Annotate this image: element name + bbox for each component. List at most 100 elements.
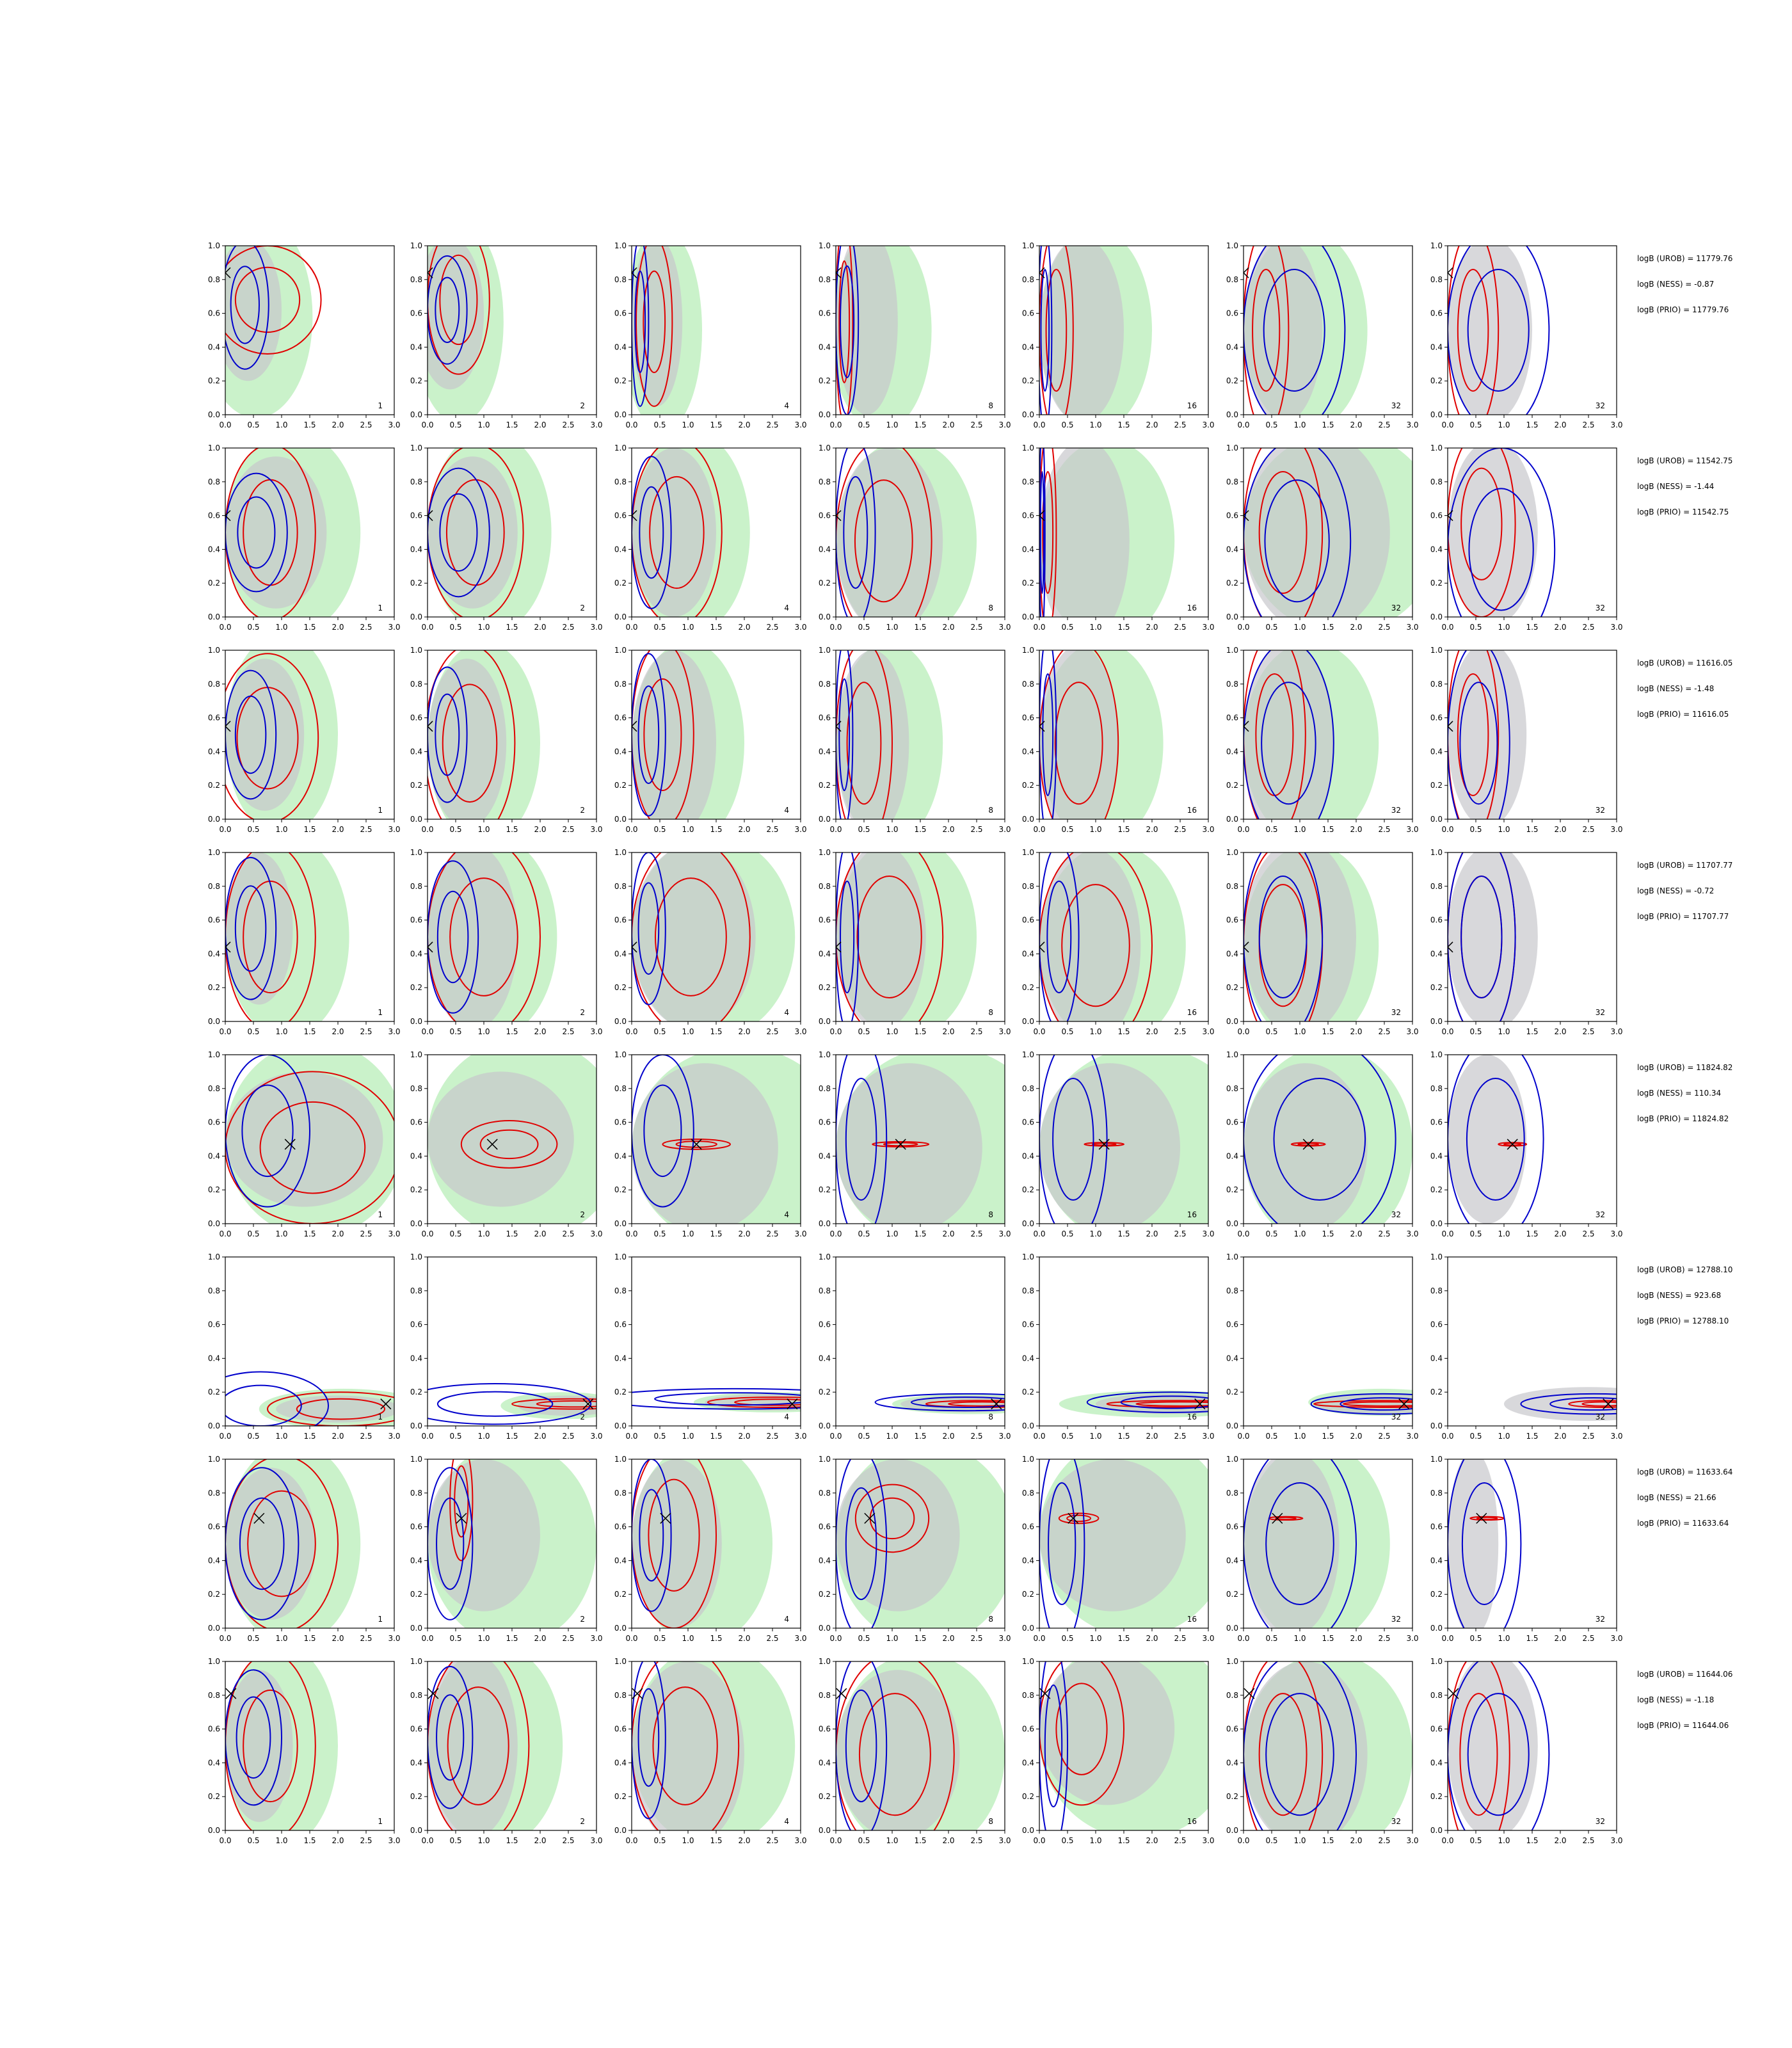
x-tick-label: 2.0 xyxy=(1554,1836,1566,1845)
y-tick-label: 0.6 xyxy=(1022,511,1034,520)
x-tick-label: 1.5 xyxy=(1117,1634,1130,1643)
y-tick-label: 1.0 xyxy=(1226,241,1238,250)
blue-contour-outer xyxy=(632,653,666,817)
y-tick-label: 0.6 xyxy=(410,1320,422,1329)
panel-count-label: 8 xyxy=(988,401,993,410)
blue-contour-inner xyxy=(1467,268,1530,392)
x-tick-label: 1.0 xyxy=(1498,623,1510,632)
red-contour-inner xyxy=(643,678,682,792)
x-tick-label: 1.0 xyxy=(1293,623,1306,632)
true-value-marker xyxy=(1068,1512,1079,1524)
x-tick-label: 2.5 xyxy=(1174,623,1186,632)
x-tick-label: 1.0 xyxy=(886,1229,898,1238)
blue-contour-inner xyxy=(436,1391,554,1417)
true-value-marker xyxy=(632,267,637,278)
red-contour-outer xyxy=(1106,1400,1208,1408)
y-tick-label: 1.0 xyxy=(1022,1050,1034,1059)
y-tick-label: 0.6 xyxy=(1430,511,1443,520)
x-tick-label: 2.0 xyxy=(1350,1432,1362,1441)
y-tick-label: 0.6 xyxy=(1226,714,1238,723)
red-contour-inner xyxy=(846,682,882,805)
x-tick-label: 1.5 xyxy=(1322,623,1334,632)
true-value-marker xyxy=(1039,941,1045,953)
blue-contour-inner xyxy=(910,1396,1005,1408)
x-tick-label: 0.5 xyxy=(1265,1634,1277,1643)
grey-density-outer xyxy=(632,1661,744,1830)
y-tick-label: 0.8 xyxy=(1430,477,1443,486)
blue-contour-outer xyxy=(1244,448,1352,617)
x-tick-label: 0.5 xyxy=(858,623,870,632)
blue-contour-inner xyxy=(840,880,855,994)
blue-contour-inner xyxy=(1461,1482,1507,1606)
x-tick-label: 1.0 xyxy=(886,1836,898,1845)
y-tick-label: 0.6 xyxy=(410,309,422,318)
x-tick-label: 1.0 xyxy=(1293,825,1306,834)
red-contour-inner xyxy=(654,877,727,996)
y-tick-label: 1.0 xyxy=(410,444,422,452)
y-tick-label: 0.2 xyxy=(1022,983,1034,992)
y-tick-label: 0.2 xyxy=(614,1792,627,1801)
x-tick-label: 2.0 xyxy=(1554,825,1566,834)
y-tick-label: 0.8 xyxy=(819,1489,831,1498)
y-tick-label: 1.0 xyxy=(1022,646,1034,655)
x-tick-label: 2.5 xyxy=(360,623,372,632)
y-tick-label: 0.0 xyxy=(1430,1826,1443,1835)
y-tick-label: 0.2 xyxy=(819,1590,831,1599)
red-contour-outer xyxy=(1039,1661,1124,1806)
grey-density-outer xyxy=(1448,1055,1527,1224)
y-tick-label: 0.4 xyxy=(1226,1758,1238,1767)
grey-density-outer xyxy=(1039,1063,1180,1224)
x-tick-label: 0.5 xyxy=(1469,1027,1482,1036)
blue-contour-outer xyxy=(1039,448,1046,617)
x-tick-label: 2.5 xyxy=(766,1027,778,1036)
x-tick-label: 0.0 xyxy=(829,1229,842,1238)
y-tick-label: 0.0 xyxy=(614,1826,627,1835)
y-tick-label: 0.4 xyxy=(410,1556,422,1565)
x-tick-label: 3.0 xyxy=(388,420,400,429)
y-tick-label: 1.0 xyxy=(819,646,831,655)
x-tick-label: 0.5 xyxy=(858,1634,870,1643)
panel-count-label: 32 xyxy=(1391,401,1401,410)
x-tick-label: 2.5 xyxy=(562,1229,574,1238)
x-tick-label: 1.5 xyxy=(1526,420,1538,429)
panel-count-label: 1 xyxy=(378,1210,383,1219)
x-tick-label: 2.0 xyxy=(738,1229,750,1238)
red-contour-inner xyxy=(1258,470,1308,595)
y-tick-label: 0.8 xyxy=(208,680,220,689)
x-tick-label: 0.5 xyxy=(1061,623,1073,632)
y-tick-label: 1.0 xyxy=(1430,241,1443,250)
logB-annotation: logB (UROB) = 11779.76 xyxy=(1637,254,1732,263)
x-tick-label: 3.0 xyxy=(388,623,400,632)
y-tick-label: 0.2 xyxy=(410,781,422,790)
x-tick-label: 2.0 xyxy=(1350,420,1362,429)
x-tick-label: 2.5 xyxy=(1378,1027,1390,1036)
y-tick-label: 0.4 xyxy=(208,545,220,554)
y-tick-label: 0.4 xyxy=(614,545,627,554)
x-tick-label: 2.0 xyxy=(1350,1229,1362,1238)
true-value-marker xyxy=(428,941,433,953)
x-tick-label: 0.0 xyxy=(1033,1027,1045,1036)
y-tick-label: 0.2 xyxy=(614,376,627,385)
x-tick-label: 1.0 xyxy=(682,825,694,834)
x-tick-label: 3.0 xyxy=(1202,623,1214,632)
y-tick-label: 0.4 xyxy=(1430,545,1443,554)
blue-contour-inner xyxy=(845,1689,877,1803)
true-value-marker xyxy=(225,1688,237,1699)
panel-r1-c6: 0.0 0.5 1.0 1.5 2.0 2.5 3.0 0.0 0.2 0.4 0.6 0.8 1.0 3… xyxy=(1226,241,1419,429)
x-tick-label: 0.5 xyxy=(247,623,259,632)
y-tick-label: 0.2 xyxy=(208,1792,220,1801)
true-value-marker xyxy=(836,1688,847,1699)
y-tick-label: 0.4 xyxy=(1430,747,1443,756)
y-tick-label: 0.6 xyxy=(614,916,627,925)
x-tick-label: 0.0 xyxy=(219,1229,231,1238)
blue-contour-outer xyxy=(1448,448,1556,617)
red-contour-outer xyxy=(428,448,524,617)
y-tick-label: 0.6 xyxy=(208,1320,220,1329)
x-tick-label: 0.5 xyxy=(858,1229,870,1238)
panel-count-label: 32 xyxy=(1596,1210,1605,1219)
true-value-marker xyxy=(1039,1688,1051,1699)
x-tick-label: 0.0 xyxy=(625,1229,637,1238)
blue-contour-inner xyxy=(634,270,646,373)
x-tick-label: 0.0 xyxy=(625,1634,637,1643)
x-tick-label: 1.5 xyxy=(506,1432,518,1441)
